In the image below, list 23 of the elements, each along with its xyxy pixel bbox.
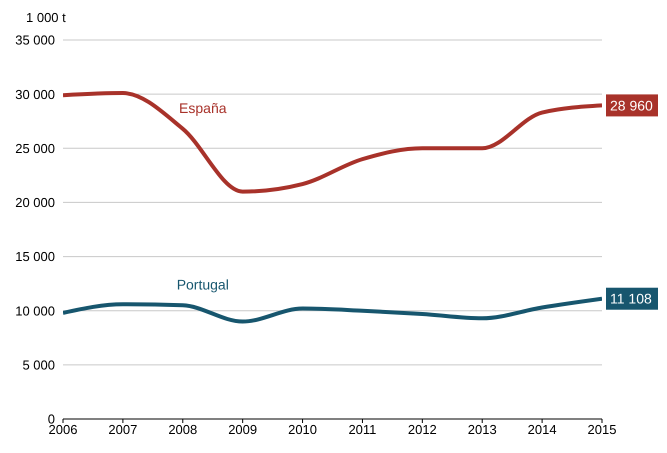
x-tick-label: 2010 <box>288 422 318 438</box>
y-tick-label: 25 000 <box>15 140 55 156</box>
x-tick-label: 2007 <box>108 422 138 438</box>
series-label: España <box>179 100 227 116</box>
x-tick-label: 2015 <box>588 422 616 438</box>
y-tick-label: 15 000 <box>15 249 55 264</box>
y-tick-label: 5 000 <box>22 357 55 372</box>
y-tick-label: 30 000 <box>15 86 55 102</box>
x-tick-label: 2008 <box>168 422 198 438</box>
x-tick-label: 2011 <box>348 422 376 438</box>
data-label: 11 108 <box>610 290 652 307</box>
line-series <box>63 91 602 194</box>
y-axis-title: 1 000 t <box>26 10 66 25</box>
data-label: 28 960 <box>610 97 654 114</box>
y-tick-label: 20 000 <box>15 195 55 210</box>
series-label: Portugal <box>176 276 229 292</box>
line-series <box>63 296 602 324</box>
x-tick-label: 2013 <box>468 422 497 438</box>
x-tick-label: 2009 <box>228 422 258 438</box>
x-tick-label: 2014 <box>528 422 557 438</box>
y-tick-label: 10 000 <box>15 303 55 318</box>
x-tick-label: 2012 <box>408 422 437 438</box>
y-tick-label: 35 000 <box>15 32 55 48</box>
